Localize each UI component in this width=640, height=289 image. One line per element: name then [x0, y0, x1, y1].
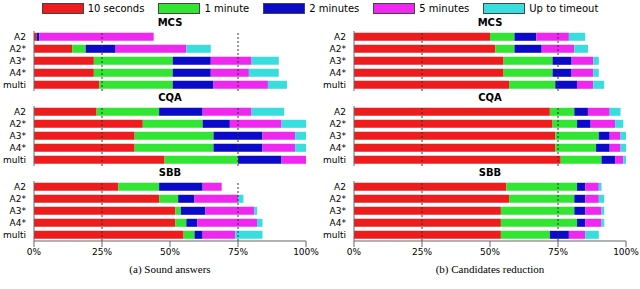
- html-text:CQA: CQA: [158, 92, 182, 103]
- svg-text:A3*: A3*: [330, 206, 347, 216]
- html-text:(b) Candidates reduction: (b) Candidates reduction: [435, 263, 545, 275]
- svg-text:A2*: A2*: [10, 194, 27, 204]
- svg-text:multi: multi: [323, 80, 346, 90]
- html-text:SBB: SBB: [478, 167, 502, 178]
- html-text:5 minutes: 5 minutes: [419, 2, 470, 14]
- svg-text:A2*: A2*: [330, 44, 347, 54]
- svg-text:A4*: A4*: [10, 68, 27, 78]
- html-text:SBB: SBB: [158, 167, 182, 178]
- svg-text:A3*: A3*: [10, 131, 27, 141]
- html-text:MCS: MCS: [477, 17, 503, 28]
- svg-text:A3*: A3*: [330, 56, 347, 66]
- svg-text:multi: multi: [323, 230, 346, 240]
- svg-text:100%: 100%: [293, 247, 319, 257]
- svg-text:100%: 100%: [613, 247, 632, 257]
- svg-text:A2: A2: [14, 182, 26, 192]
- html-text:MCS: MCS: [157, 17, 183, 28]
- svg-text:A3*: A3*: [10, 56, 27, 66]
- html-text:Up to timeout: Up to timeout: [529, 2, 599, 14]
- svg-text:A4*: A4*: [330, 68, 347, 78]
- svg-text:0%: 0%: [27, 247, 42, 257]
- svg-text:A2: A2: [334, 182, 346, 192]
- svg-text:A3*: A3*: [330, 131, 347, 141]
- svg-text:A4*: A4*: [10, 143, 27, 153]
- svg-text:A2*: A2*: [10, 119, 27, 129]
- svg-text:A2*: A2*: [330, 119, 347, 129]
- svg-text:75%: 75%: [228, 247, 248, 257]
- html-text:(a) Sound answers: (a) Sound answers: [129, 263, 211, 275]
- html-text:10 seconds: 10 seconds: [87, 2, 145, 14]
- html-text:2 minutes: 2 minutes: [309, 2, 360, 14]
- svg-text:A2: A2: [334, 32, 346, 42]
- svg-text:A2: A2: [14, 107, 26, 117]
- svg-text:A2*: A2*: [10, 44, 27, 54]
- svg-text:multi: multi: [8, 230, 26, 240]
- svg-text:50%: 50%: [160, 247, 180, 257]
- svg-text:multi: multi: [323, 155, 346, 165]
- svg-text:A2: A2: [14, 32, 26, 42]
- svg-text:50%: 50%: [480, 247, 500, 257]
- svg-text:0%: 0%: [347, 247, 362, 257]
- html-text:CQA: CQA: [478, 92, 502, 103]
- svg-text:A4*: A4*: [330, 143, 347, 153]
- svg-text:A2*: A2*: [330, 194, 347, 204]
- svg-text:multi: multi: [8, 80, 26, 90]
- svg-text:A4*: A4*: [330, 218, 347, 228]
- svg-text:75%: 75%: [548, 247, 568, 257]
- svg-text:multi: multi: [8, 155, 26, 165]
- svg-text:25%: 25%: [92, 247, 112, 257]
- svg-text:A4*: A4*: [10, 218, 27, 228]
- svg-text:A2: A2: [334, 107, 346, 117]
- svg-text:25%: 25%: [412, 247, 432, 257]
- html-text:1 minute: 1 minute: [204, 2, 250, 14]
- svg-text:A3*: A3*: [10, 206, 27, 216]
